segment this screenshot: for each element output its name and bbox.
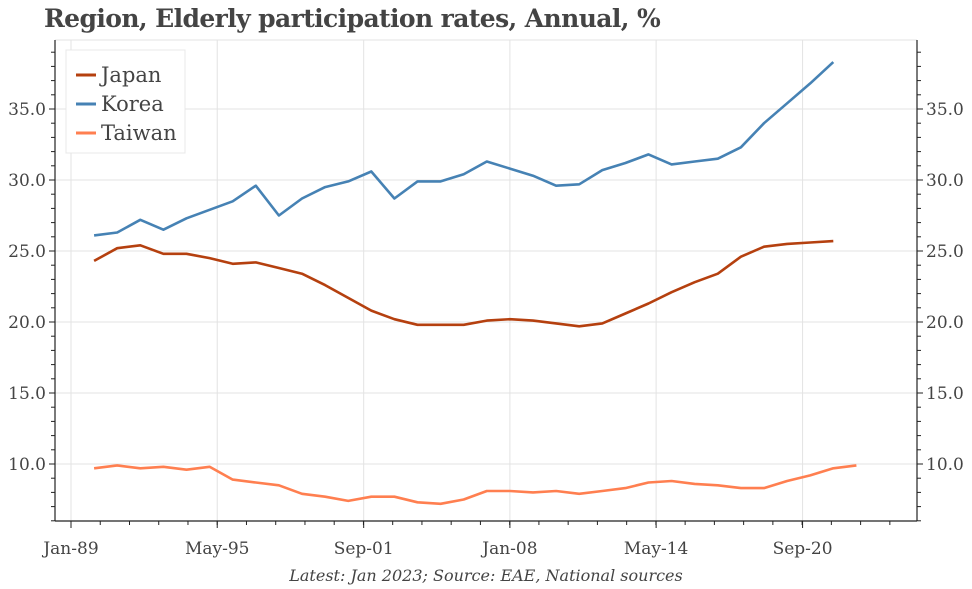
y-tick-label-right: 15.0 — [926, 384, 964, 404]
x-tick-label: Sep-20 — [773, 539, 833, 559]
x-tick-label: Sep-01 — [334, 539, 394, 559]
y-tick-label-right: 20.0 — [926, 313, 964, 333]
y-tick-label-right: 25.0 — [926, 242, 964, 262]
legend-label-korea: Korea — [101, 92, 164, 116]
y-tick-label-left: 15.0 — [8, 384, 46, 404]
series-line-japan — [93, 239, 834, 328]
x-tick-label: May-14 — [624, 539, 689, 559]
y-tick-label-left: 20.0 — [8, 313, 46, 333]
legend: Japan Korea Taiwan — [65, 49, 186, 154]
y-tick-label-right: 30.0 — [926, 171, 964, 191]
chart-title: Region, Elderly participation rates, Ann… — [44, 4, 661, 33]
legend-box — [65, 49, 186, 154]
y-tick-label-right: 35.0 — [926, 100, 964, 120]
legend-label-taiwan: Taiwan — [101, 121, 177, 145]
series-line-taiwan — [93, 464, 857, 506]
x-tick-label: May-95 — [185, 539, 250, 559]
series-lines — [93, 61, 857, 506]
chart-footnote: Latest: Jan 2023; Source: EAE, National … — [289, 566, 683, 585]
y-tick-label-left: 35.0 — [8, 100, 46, 120]
y-tick-label-left: 30.0 — [8, 171, 46, 191]
x-tick-label: Jan-89 — [41, 539, 98, 559]
axes: 10.0 10.0 15.0 15.0 20.0 20.0 25.0 25.0 30.0 30.0… — [8, 40, 964, 559]
legend-label-japan: Japan — [99, 63, 161, 87]
y-tick-label-left: 25.0 — [8, 242, 46, 262]
y-tick-label-right: 10.0 — [926, 455, 964, 475]
series-line-korea — [93, 61, 835, 237]
y-tick-label-left: 10.0 — [8, 455, 46, 475]
x-tick-label: Jan-08 — [480, 539, 537, 559]
